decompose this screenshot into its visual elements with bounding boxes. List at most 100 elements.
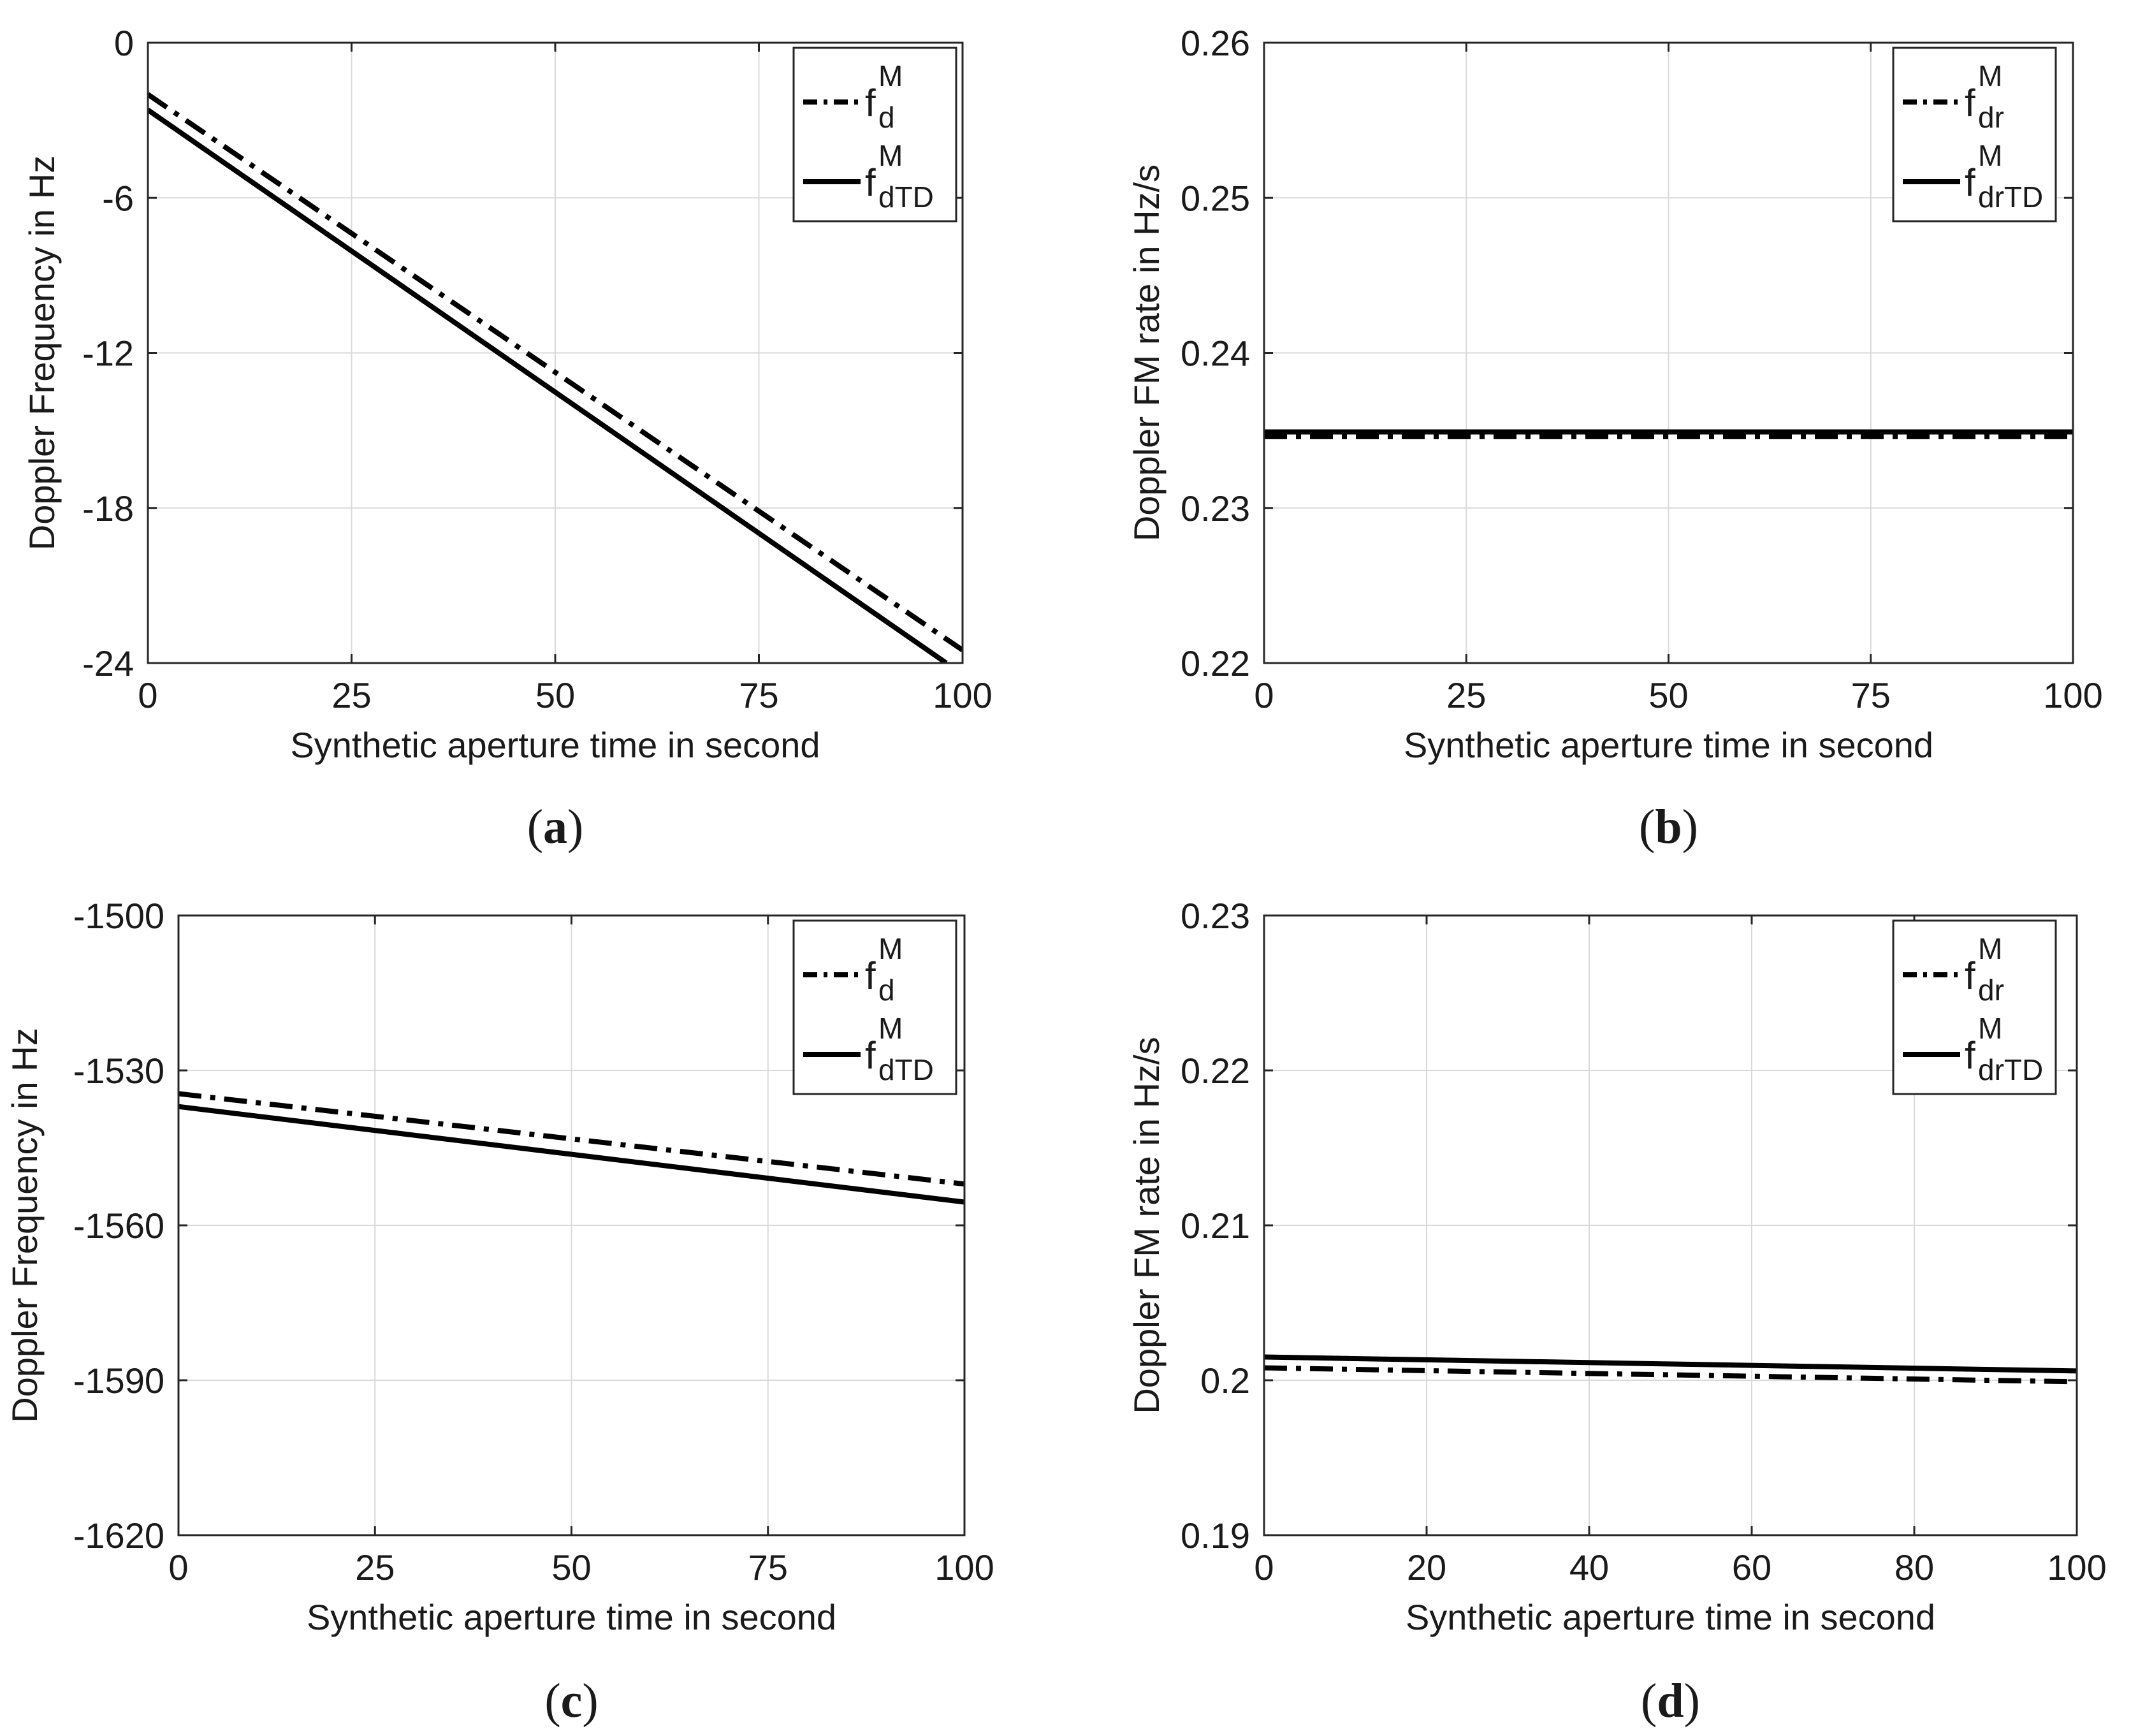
x-axis-label: Synthetic aperture time in second <box>307 1597 836 1637</box>
legend-label-sup: M <box>1978 932 2002 965</box>
y-tick-label: 0.19 <box>1181 1515 1250 1556</box>
legend-box <box>1892 919 2057 1095</box>
legend-label-base: f <box>1965 1034 1975 1077</box>
x-tick-label: 0 <box>1254 675 1274 715</box>
x-tick-label: 50 <box>551 1547 591 1587</box>
y-tick-label: -1620 <box>73 1515 164 1556</box>
caption-close-paren: ) <box>582 1674 598 1728</box>
legend-label-sup: M <box>1978 1012 2002 1045</box>
x-tick-label: 50 <box>535 675 575 715</box>
x-axis-label: Synthetic aperture time in second <box>290 725 820 765</box>
series-line-dTD <box>178 1104 964 1205</box>
series-group <box>148 92 963 663</box>
panel-b: 0 25 50 75 100 0.26 0.25 0.24 0.23 0.22 Synthetic … <box>1126 23 2103 854</box>
legend-label-base: f <box>1965 954 1975 997</box>
x-tick-label: 100 <box>933 675 992 715</box>
caption-close-paren: ) <box>1682 800 1698 854</box>
legend-box <box>792 919 957 1095</box>
y-tick-label: 0.21 <box>1181 1206 1250 1246</box>
legend-label-sub: dTD <box>878 1053 934 1086</box>
x-tick-label: 40 <box>1569 1547 1609 1587</box>
y-tick-label: 0.26 <box>1181 23 1250 63</box>
legend-label-sub: dTD <box>878 180 934 214</box>
legend-label-sup: M <box>878 59 903 92</box>
legend-label-sub: drTD <box>1978 180 2043 214</box>
caption-open-paren: ( <box>1641 1674 1657 1728</box>
series-line-dr <box>1264 1365 2077 1385</box>
legend-label-sub: dr <box>1978 101 2004 134</box>
caption-letter: d <box>1657 1674 1684 1728</box>
x-tick-label: 75 <box>748 1547 788 1587</box>
y-tick-label: -24 <box>82 643 134 683</box>
y-axis-label: Doppler FM rate in Hz/s <box>1126 1037 1167 1413</box>
x-axis-label: Synthetic aperture time in second <box>1404 725 1933 765</box>
panel-caption: (d) <box>1641 1674 1700 1728</box>
y-axis-label: Doppler Frequency in Hz <box>4 1028 45 1422</box>
legend-label-base: f <box>865 82 876 124</box>
y-tick-label: -6 <box>102 178 134 218</box>
series-line-dTD <box>148 108 948 663</box>
panel-caption: (b) <box>1639 800 1698 854</box>
caption-open-paren: ( <box>544 1674 560 1728</box>
y-axis-label: Doppler FM rate in Hz/s <box>1126 164 1167 541</box>
legend-box <box>792 47 957 222</box>
legend-label-sub: d <box>878 974 895 1007</box>
legend-label-sub: drTD <box>1978 1053 2043 1086</box>
caption-open-paren: ( <box>1639 800 1655 854</box>
y-tick-label: -1590 <box>73 1360 164 1401</box>
y-tick-label: 0 <box>114 23 134 63</box>
panel-a: 0 25 50 75 100 0 -6 -12 -18 -24 Synthetic aperture… <box>22 23 993 854</box>
y-tick-label: 0.24 <box>1181 333 1250 374</box>
y-tick-label: -12 <box>82 333 134 374</box>
series-group <box>1264 429 2073 439</box>
caption-close-paren: ) <box>1684 1674 1700 1728</box>
legend-label-sup: M <box>878 932 903 965</box>
x-tick-label: 75 <box>739 675 778 715</box>
x-tick-label: 25 <box>355 1547 395 1587</box>
y-tick-label: -1500 <box>73 896 164 936</box>
caption-close-paren: ) <box>567 800 583 854</box>
caption-letter: c <box>561 1674 583 1728</box>
x-tick-label: 100 <box>2047 1547 2106 1587</box>
panel-caption: (c) <box>544 1674 598 1728</box>
series-group <box>1264 1354 2077 1385</box>
legend-label-base: f <box>865 161 876 204</box>
y-tick-label: 0.23 <box>1181 488 1250 529</box>
caption-letter: a <box>543 800 567 854</box>
panel-caption: (a) <box>527 800 584 854</box>
y-tick-label: -1530 <box>73 1051 164 1091</box>
legend-label-base: f <box>1965 82 1975 124</box>
x-tick-label: 100 <box>2043 675 2102 715</box>
y-tick-label: -1560 <box>73 1206 164 1246</box>
x-tick-label: 80 <box>1895 1547 1934 1587</box>
legend-label-sup: M <box>878 1012 903 1045</box>
y-axis-label: Doppler Frequency in Hz <box>22 156 62 550</box>
legend-label-base: f <box>1965 161 1975 204</box>
caption-letter: b <box>1655 800 1682 854</box>
y-tick-label: 0.25 <box>1181 178 1250 218</box>
x-tick-label: 25 <box>1446 675 1486 715</box>
series-line-drTD <box>1264 1354 2077 1374</box>
legend-label-sup: M <box>878 139 903 172</box>
y-tick-label: -18 <box>82 488 134 529</box>
legend-box <box>1892 47 2057 222</box>
y-tick-label: 0.22 <box>1181 643 1250 683</box>
x-tick-label: 0 <box>1254 1547 1274 1587</box>
x-tick-label: 0 <box>168 1547 188 1587</box>
series-line-d <box>148 92 963 653</box>
legend-label-sup: M <box>1978 139 2002 172</box>
caption-open-paren: ( <box>527 800 543 854</box>
y-tick-label: 0.2 <box>1200 1360 1250 1401</box>
x-tick-label: 50 <box>1648 675 1688 715</box>
x-tick-label: 75 <box>1851 675 1891 715</box>
x-tick-label: 20 <box>1407 1547 1446 1587</box>
x-tick-label: 25 <box>331 675 371 715</box>
legend-label-sup: M <box>1978 59 2002 92</box>
x-tick-label: 60 <box>1732 1547 1771 1587</box>
x-tick-label: 100 <box>935 1547 994 1587</box>
